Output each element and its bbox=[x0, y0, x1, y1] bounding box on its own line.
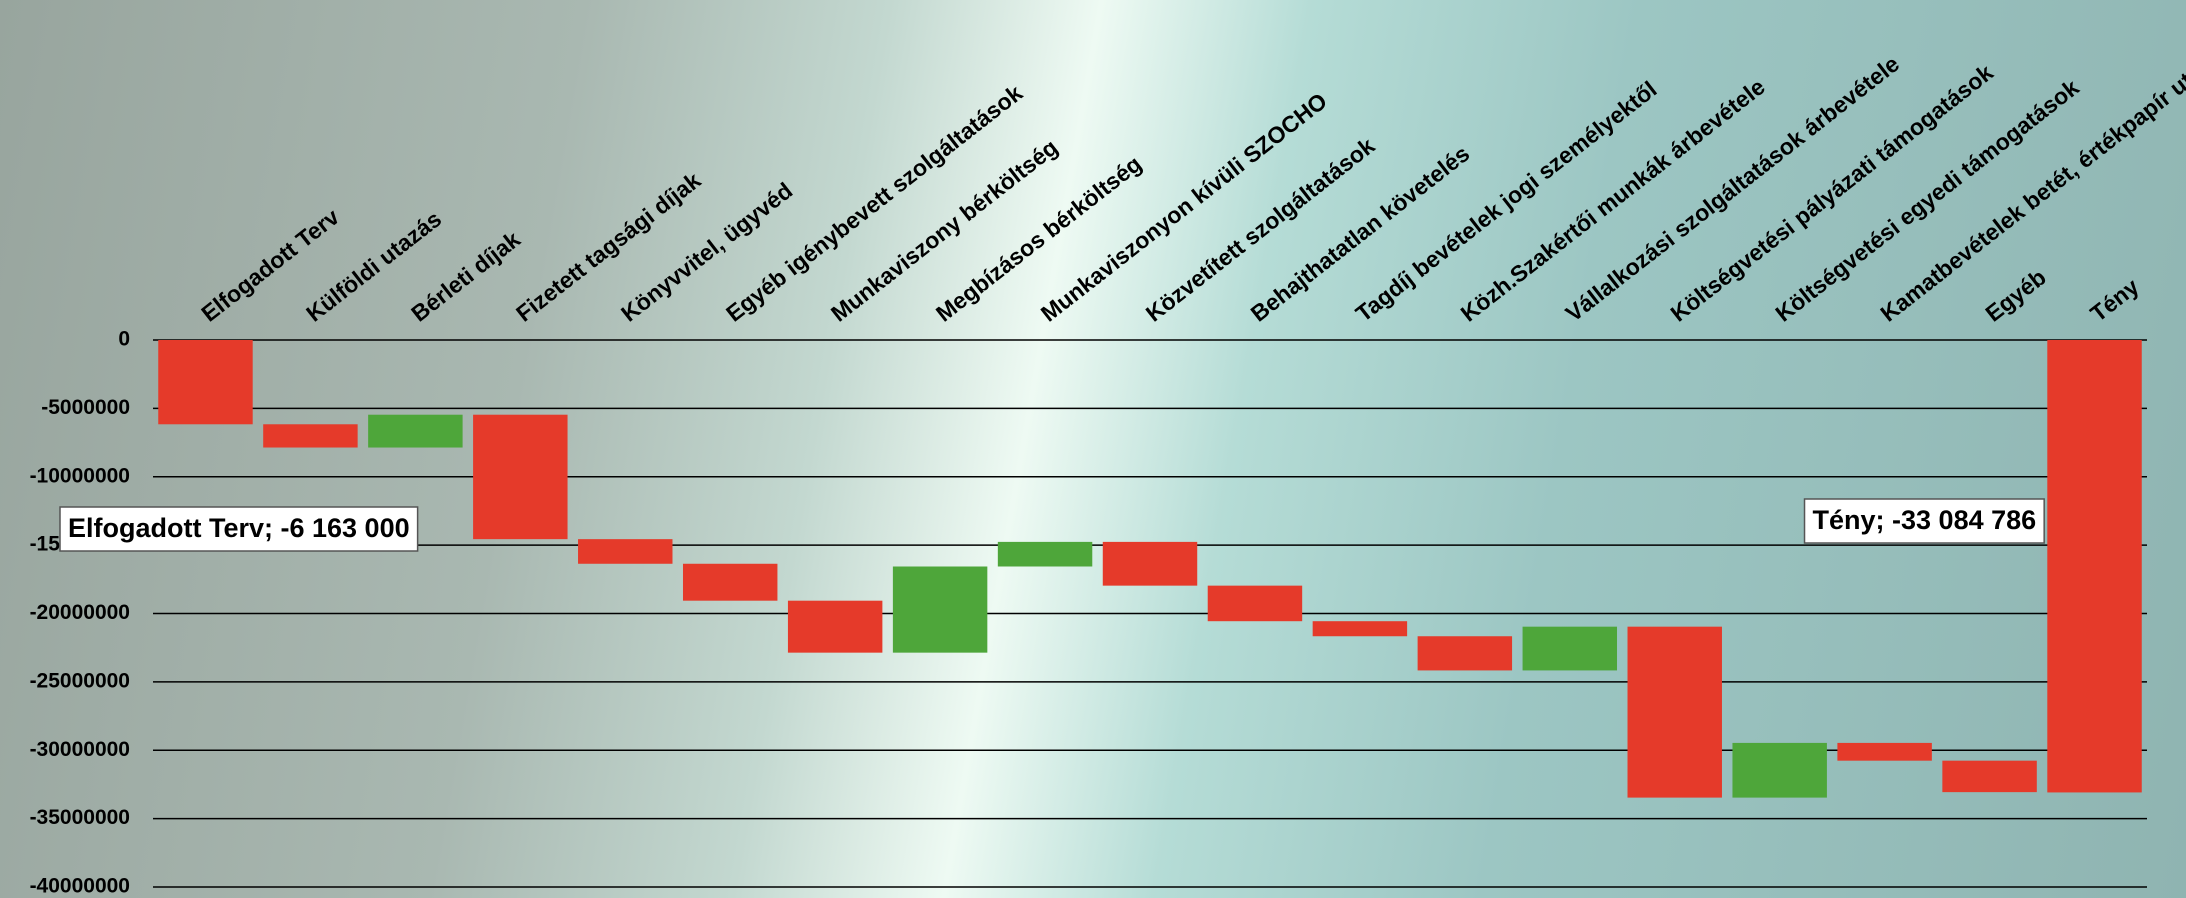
bar bbox=[997, 541, 1093, 567]
y-tick-label: -25000000 bbox=[30, 669, 130, 692]
bar bbox=[1837, 742, 1932, 761]
data-label: Elfogadott Terv; -6 163 000 bbox=[68, 513, 410, 543]
bar bbox=[787, 600, 883, 653]
x-tick-label: Könyvvitel, ügyvéd bbox=[616, 177, 797, 327]
data-label-box: Elfogadott Terv; -6 163 000 bbox=[59, 506, 419, 552]
bar bbox=[1102, 541, 1198, 586]
data-label: Tény; -33 084 786 bbox=[1813, 505, 2037, 535]
bar bbox=[263, 424, 358, 448]
y-tick-label: 0 bbox=[118, 328, 130, 351]
x-tick-label: Tény bbox=[2085, 273, 2143, 327]
x-tick-label: Egyéb bbox=[1980, 264, 2050, 327]
bar bbox=[1732, 742, 1827, 798]
bar bbox=[1522, 626, 1618, 671]
bar bbox=[1942, 760, 2037, 793]
bar bbox=[682, 563, 778, 601]
y-tick-label: -20000000 bbox=[30, 601, 130, 624]
y-tick-label: -35000000 bbox=[30, 806, 130, 829]
y-tick-label: -30000000 bbox=[30, 738, 130, 761]
bar bbox=[892, 566, 988, 653]
y-tick-label: -5000000 bbox=[41, 396, 130, 419]
bar bbox=[158, 340, 253, 425]
bar bbox=[1207, 585, 1303, 622]
x-tick-label: Megbízásos bérköltség bbox=[931, 150, 1146, 326]
label-box bbox=[59, 506, 419, 552]
y-tick-label: -10000000 bbox=[30, 464, 130, 487]
bar bbox=[2047, 340, 2142, 793]
bar bbox=[1312, 621, 1408, 637]
y-tick-label: -40000000 bbox=[30, 875, 130, 898]
bar bbox=[1627, 626, 1722, 798]
bar bbox=[368, 414, 463, 448]
bar bbox=[578, 539, 673, 564]
label-box bbox=[1803, 498, 2045, 544]
bar bbox=[473, 414, 568, 540]
data-label-box: Tény; -33 084 786 bbox=[1803, 498, 2045, 544]
bar bbox=[1417, 636, 1513, 671]
x-tick-label: Fizetett tagsági díjak bbox=[511, 167, 705, 327]
